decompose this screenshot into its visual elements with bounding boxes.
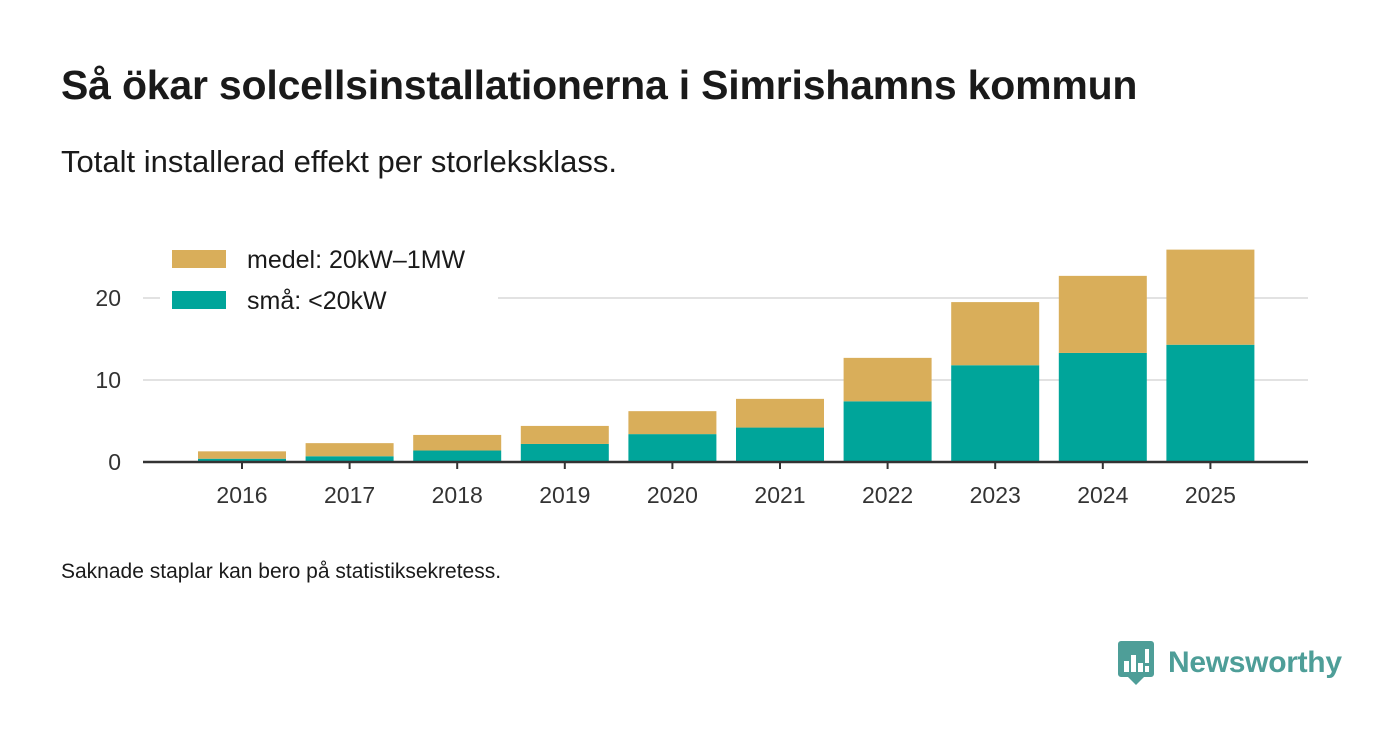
bar-medel-2021 (736, 398, 824, 428)
y-tick-label: 20 (95, 285, 121, 311)
legend-label: medel: 20kW–1MW (247, 246, 466, 274)
brand-name: Newsworthy (1168, 646, 1342, 679)
bar-sma-2022 (843, 401, 932, 462)
newsworthy-chat-chart-icon (1118, 641, 1154, 685)
legend-swatch (172, 250, 226, 268)
bar-sma-2018 (413, 450, 502, 462)
chart-subtitle: Totalt installerad effekt per storlekskl… (61, 144, 617, 179)
chart-title: Så ökar solcellsinstallationerna i Simri… (61, 62, 1138, 108)
x-tick-label: 2017 (324, 482, 375, 508)
newsworthy-logo[interactable]: Newsworthy (1118, 640, 1342, 686)
bar-sma-2019 (520, 443, 609, 462)
bar-sma-2024 (1058, 352, 1147, 462)
bar-medel-2018 (413, 434, 502, 451)
x-tick-label: 2020 (647, 482, 698, 508)
x-tick-label: 2016 (216, 482, 267, 508)
bar-medel-2023 (951, 302, 1040, 366)
x-tick-label: 2019 (539, 482, 590, 508)
legend-label: små: <20kW (247, 287, 387, 315)
stacked-bar-chart: 0 10 20 medel: 20kW–1MW små: <20kW 2016 2017 20… (95, 246, 1308, 508)
x-tick-label: 2024 (1077, 482, 1128, 508)
bar-medel-2025 (1166, 249, 1255, 345)
bar-medel-2022 (843, 357, 932, 402)
bar-sma-2016 (198, 458, 286, 462)
x-tick-label: 2025 (1185, 482, 1236, 508)
bar-sma-2017 (305, 456, 394, 462)
legend-swatch (172, 291, 226, 309)
y-tick-label: 0 (108, 449, 121, 475)
y-tick-label: 10 (95, 367, 121, 393)
bar-medel-2016 (198, 451, 286, 459)
bar-sma-2025 (1166, 344, 1255, 462)
bar-medel-2017 (305, 443, 394, 457)
x-tick-label: 2021 (754, 482, 805, 508)
bar-medel-2024 (1058, 275, 1147, 353)
bar-sma-2021 (736, 427, 824, 462)
x-tick-label: 2022 (862, 482, 913, 508)
footnote: Saknade staplar kan bero på statistiksek… (61, 560, 502, 583)
bar-sma-2023 (951, 365, 1040, 462)
bar-medel-2019 (520, 425, 609, 444)
bar-sma-2020 (628, 434, 717, 462)
x-tick-label: 2018 (432, 482, 483, 508)
x-tick-label: 2023 (970, 482, 1021, 508)
bar-medel-2020 (628, 411, 717, 435)
